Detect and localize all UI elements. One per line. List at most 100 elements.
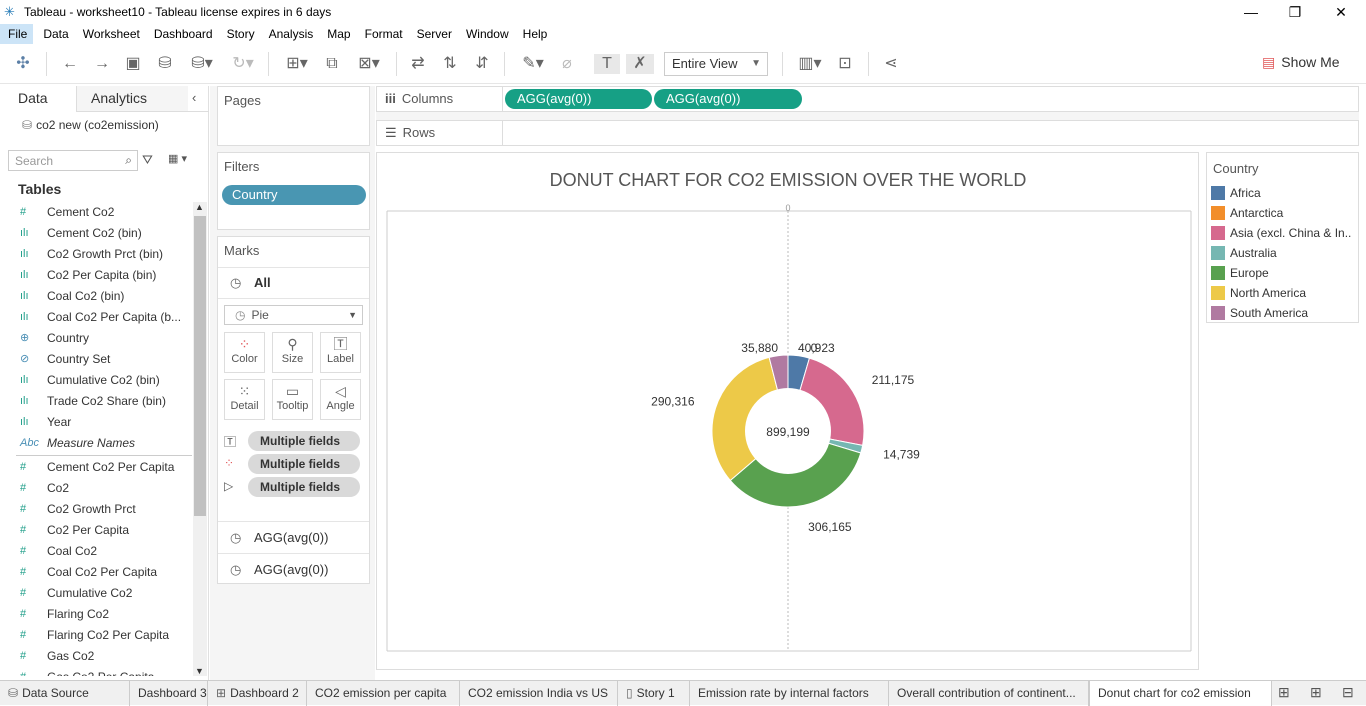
close-icon[interactable]: ✕ xyxy=(1335,4,1347,20)
mark-pill-label[interactable]: Multiple fields xyxy=(248,431,360,451)
legend-item[interactable]: Europe xyxy=(1211,263,1357,283)
tab-continent-contribution[interactable]: Overall contribution of continent... xyxy=(889,681,1089,706)
scroll-thumb[interactable] xyxy=(194,216,206,516)
field-item[interactable]: # Flaring Co2 xyxy=(16,604,192,625)
tab-analytics[interactable]: Analytics xyxy=(76,86,188,111)
marks-agg2-row[interactable]: ◷ AGG(avg(0)) xyxy=(218,553,369,584)
field-item[interactable]: # Cumulative Co2 xyxy=(16,583,192,604)
detail-button[interactable]: ⁙ Detail xyxy=(224,379,265,420)
menu-map[interactable]: Map xyxy=(327,27,351,41)
menu-help[interactable]: Help xyxy=(522,27,548,41)
angle-button[interactable]: ◁ Angle xyxy=(320,379,361,420)
field-item[interactable]: ⊕ Country xyxy=(16,328,192,349)
new-story-icon[interactable]: ⊟ xyxy=(1342,684,1354,700)
datasource-item[interactable]: ⛁ co2 new (co2emission) xyxy=(22,118,159,132)
filter-pill-country[interactable]: Country xyxy=(222,185,366,205)
rows-shelf[interactable]: ☰ Rows xyxy=(376,120,1359,146)
view-options-icon[interactable]: ▦ ▾ xyxy=(168,153,187,165)
field-item[interactable]: ılı Year xyxy=(16,412,192,433)
new-worksheet-icon[interactable]: ⊞ xyxy=(1278,684,1290,700)
tab-story-1[interactable]: ▯ Story 1 xyxy=(618,681,690,706)
menu-format[interactable]: Format xyxy=(364,27,403,41)
tab-data[interactable]: Data xyxy=(0,86,76,112)
mark-pill-color[interactable]: Multiple fields xyxy=(248,454,360,474)
menu-analysis[interactable]: Analysis xyxy=(268,27,314,41)
pause-updates-icon[interactable]: ⛁▾ xyxy=(191,55,213,72)
menu-dashboard[interactable]: Dashboard xyxy=(153,27,213,41)
tab-dashboard-2[interactable]: ⊞ Dashboard 2 xyxy=(208,681,307,706)
sort-ascending-icon[interactable]: ⇅ xyxy=(443,55,457,72)
scroll-down-icon[interactable]: ▼ xyxy=(195,666,204,676)
group-members-icon[interactable]: ⌀ xyxy=(562,55,572,72)
field-item[interactable]: # Cement Co2 Per Capita xyxy=(16,457,192,478)
legend-item[interactable]: Asia (excl. China & In.. xyxy=(1211,223,1357,243)
menu-window[interactable]: Window xyxy=(465,27,509,41)
undo-icon[interactable]: ← xyxy=(62,55,78,72)
new-datasource-icon[interactable]: ⛁ xyxy=(158,55,172,72)
mark-pill-angle[interactable]: Multiple fields xyxy=(248,477,360,497)
duplicate-sheet-icon[interactable]: ⧉ xyxy=(326,55,338,72)
menu-story[interactable]: Story xyxy=(226,27,255,41)
filter-icon[interactable]: ⛛ xyxy=(142,152,153,167)
highlight-icon[interactable]: ✎▾ xyxy=(522,55,544,72)
column-pill-2[interactable]: AGG(avg(0)) xyxy=(654,89,802,109)
presentation-mode-icon[interactable]: ⊡ xyxy=(838,55,852,72)
field-item[interactable]: ılı Coal Co2 (bin) xyxy=(16,286,192,307)
fit-dropdown[interactable]: Entire View ▼ xyxy=(664,52,768,76)
tab-internal-factors[interactable]: Emission rate by internal factors xyxy=(690,681,889,706)
new-worksheet-icon[interactable]: ⊞▾ xyxy=(286,55,308,72)
size-button[interactable]: ⚲ Size xyxy=(272,332,313,373)
donut-chart[interactable]: DONUT CHART FOR CO2 EMISSION OVER THE WO… xyxy=(377,153,1198,669)
legend-item[interactable]: Australia xyxy=(1211,243,1357,263)
show-mark-labels-icon[interactable]: T xyxy=(594,54,620,74)
search-input[interactable]: Search ⌕ xyxy=(8,150,138,171)
field-item[interactable]: ılı Co2 Growth Prct (bin) xyxy=(16,244,192,265)
legend-item[interactable]: South America xyxy=(1211,303,1357,323)
scroll-up-icon[interactable]: ▲ xyxy=(195,202,204,212)
field-item[interactable]: ılı Trade Co2 Share (bin) xyxy=(16,391,192,412)
menu-worksheet[interactable]: Worksheet xyxy=(82,27,140,41)
field-item[interactable]: # Co2 Growth Prct xyxy=(16,499,192,520)
color-legend[interactable]: Country Africa Antarctica Asia (excl. Chin… xyxy=(1206,152,1359,323)
field-item[interactable]: # Cement Co2 xyxy=(16,202,192,223)
legend-item[interactable]: Antarctica xyxy=(1211,203,1357,223)
field-item[interactable]: # Coal Co2 Per Capita xyxy=(16,562,192,583)
refresh-icon[interactable]: ↻▾ xyxy=(232,55,254,72)
legend-item[interactable]: North America xyxy=(1211,283,1357,303)
field-item[interactable]: # Coal Co2 xyxy=(16,541,192,562)
color-button[interactable]: ⁘ Color xyxy=(224,332,265,373)
tab-co2-per-capita[interactable]: CO2 emission per capita xyxy=(307,681,460,706)
fix-axes-icon[interactable]: ✗ xyxy=(626,54,654,74)
show-cards-icon[interactable]: ▥▾ xyxy=(798,55,822,72)
sort-descending-icon[interactable]: ⇵ xyxy=(475,55,489,72)
tooltip-button[interactable]: ▭ Tooltip xyxy=(272,379,313,420)
field-item[interactable]: ılı Co2 Per Capita (bin) xyxy=(16,265,192,286)
legend-item[interactable]: Africa xyxy=(1211,183,1357,203)
columns-shelf[interactable]: iii Columns AGG(avg(0)) AGG(avg(0)) xyxy=(376,86,1359,112)
field-item[interactable]: ılı Coal Co2 Per Capita (b... xyxy=(16,307,192,328)
marks-agg1-row[interactable]: ◷ AGG(avg(0)) xyxy=(218,521,369,553)
field-item[interactable]: # Gas Co2 Per Capita xyxy=(16,667,192,676)
pages-card[interactable]: Pages xyxy=(217,86,370,146)
show-me-button[interactable]: ▤ Show Me xyxy=(1262,54,1340,71)
mark-type-dropdown[interactable]: ◷ Pie ▼ xyxy=(224,305,363,325)
field-item[interactable]: # Gas Co2 xyxy=(16,646,192,667)
redo-icon[interactable]: → xyxy=(94,55,110,72)
tab-dashboard-3[interactable]: Dashboard 3 xyxy=(130,681,208,706)
chart-view[interactable]: DONUT CHART FOR CO2 EMISSION OVER THE WO… xyxy=(376,152,1199,670)
column-pill-1[interactable]: AGG(avg(0)) xyxy=(505,89,652,109)
tab-data-source[interactable]: ⛁ Data Source xyxy=(0,681,130,706)
tableau-home-icon[interactable]: ✣ xyxy=(16,55,30,72)
minimize-icon[interactable]: — xyxy=(1244,4,1258,20)
tab-india-vs-us[interactable]: CO2 emission India vs US xyxy=(460,681,618,706)
field-item[interactable]: # Co2 xyxy=(16,478,192,499)
tab-donut-chart[interactable]: Donut chart for co2 emission xyxy=(1089,681,1272,706)
swap-rows-columns-icon[interactable]: ⇄ xyxy=(411,55,425,72)
marks-all-row[interactable]: ◷ All xyxy=(218,267,369,299)
menu-data[interactable]: Data xyxy=(43,27,69,41)
save-icon[interactable]: ▣ xyxy=(125,55,141,72)
menu-server[interactable]: Server xyxy=(416,27,452,41)
filters-card[interactable]: Filters Country xyxy=(217,152,370,230)
new-dashboard-icon[interactable]: ⊞ xyxy=(1310,684,1322,700)
field-item[interactable]: ılı Cement Co2 (bin) xyxy=(16,223,192,244)
